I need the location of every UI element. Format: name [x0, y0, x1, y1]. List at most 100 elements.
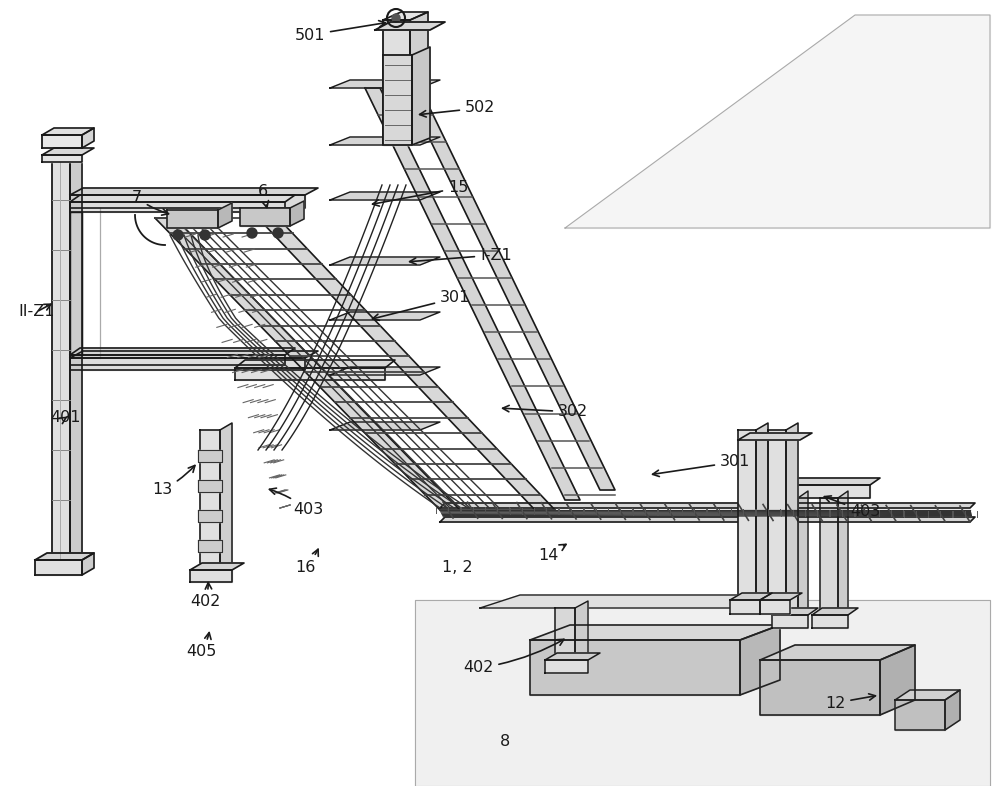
Polygon shape: [42, 148, 94, 155]
Polygon shape: [383, 55, 412, 145]
Polygon shape: [565, 15, 990, 228]
Text: 8: 8: [500, 734, 510, 750]
Polygon shape: [198, 540, 222, 552]
Polygon shape: [167, 210, 218, 228]
Polygon shape: [218, 203, 232, 228]
Circle shape: [247, 228, 257, 238]
Polygon shape: [52, 162, 70, 560]
Polygon shape: [155, 218, 460, 510]
Polygon shape: [42, 128, 94, 135]
Polygon shape: [330, 80, 440, 88]
Text: 14: 14: [538, 545, 566, 563]
Polygon shape: [383, 20, 410, 145]
Polygon shape: [555, 608, 575, 660]
Polygon shape: [70, 358, 305, 370]
Circle shape: [200, 230, 210, 240]
Polygon shape: [365, 88, 580, 500]
Polygon shape: [35, 553, 94, 560]
Text: 16: 16: [295, 549, 318, 575]
Polygon shape: [82, 128, 94, 148]
Text: 12: 12: [825, 694, 875, 711]
Polygon shape: [35, 560, 82, 575]
Text: 301: 301: [653, 454, 750, 476]
Text: 405: 405: [186, 633, 216, 659]
Polygon shape: [235, 368, 385, 380]
Text: 402: 402: [463, 639, 564, 675]
Text: 7: 7: [132, 190, 169, 215]
Polygon shape: [200, 430, 220, 570]
Polygon shape: [330, 192, 440, 200]
Polygon shape: [405, 88, 615, 490]
Polygon shape: [412, 47, 430, 145]
Polygon shape: [760, 600, 790, 614]
Polygon shape: [70, 202, 285, 212]
Polygon shape: [190, 570, 232, 582]
Polygon shape: [190, 563, 244, 570]
Polygon shape: [545, 653, 600, 660]
Polygon shape: [330, 367, 440, 375]
Polygon shape: [895, 700, 945, 730]
Polygon shape: [415, 600, 990, 786]
Polygon shape: [760, 645, 915, 660]
Text: 6: 6: [258, 185, 268, 208]
Polygon shape: [880, 645, 915, 715]
Polygon shape: [42, 155, 82, 162]
Polygon shape: [198, 450, 222, 462]
Polygon shape: [786, 423, 798, 600]
Polygon shape: [730, 593, 772, 600]
Text: 403: 403: [269, 488, 323, 517]
Polygon shape: [70, 195, 295, 202]
Polygon shape: [575, 601, 588, 660]
Polygon shape: [756, 423, 768, 600]
Polygon shape: [812, 615, 848, 628]
Polygon shape: [895, 690, 960, 700]
Polygon shape: [530, 640, 740, 695]
Polygon shape: [768, 430, 786, 600]
Polygon shape: [945, 690, 960, 730]
Text: 401: 401: [50, 410, 80, 425]
Polygon shape: [780, 498, 798, 615]
Polygon shape: [440, 517, 975, 522]
Polygon shape: [740, 485, 870, 498]
Polygon shape: [258, 218, 555, 510]
Polygon shape: [760, 593, 802, 600]
Polygon shape: [290, 201, 304, 226]
Polygon shape: [545, 660, 588, 673]
Polygon shape: [70, 195, 305, 208]
Polygon shape: [70, 355, 285, 365]
Text: 501: 501: [294, 20, 385, 42]
Polygon shape: [198, 510, 222, 522]
Polygon shape: [70, 351, 318, 358]
Polygon shape: [330, 422, 440, 430]
Polygon shape: [240, 208, 290, 226]
Polygon shape: [42, 135, 82, 148]
Text: II-Z1: II-Z1: [18, 304, 54, 319]
Polygon shape: [760, 660, 880, 715]
Polygon shape: [375, 22, 445, 30]
Polygon shape: [70, 188, 318, 195]
Text: 13: 13: [152, 465, 195, 498]
Polygon shape: [330, 137, 440, 145]
Text: 502: 502: [420, 101, 495, 117]
Text: 1, 2: 1, 2: [442, 560, 473, 575]
Polygon shape: [812, 608, 858, 615]
Circle shape: [273, 228, 283, 238]
Polygon shape: [772, 608, 818, 615]
Polygon shape: [738, 433, 812, 440]
Text: 302: 302: [503, 405, 588, 420]
Polygon shape: [235, 360, 395, 368]
Polygon shape: [82, 553, 94, 575]
Polygon shape: [530, 625, 780, 640]
Circle shape: [392, 14, 400, 22]
Polygon shape: [198, 480, 222, 492]
Polygon shape: [798, 491, 808, 615]
Polygon shape: [330, 257, 440, 265]
Polygon shape: [330, 312, 440, 320]
Polygon shape: [740, 478, 880, 485]
Polygon shape: [480, 595, 800, 608]
Polygon shape: [70, 212, 82, 355]
Polygon shape: [383, 12, 428, 20]
Text: 403: 403: [824, 496, 880, 520]
Circle shape: [173, 230, 183, 240]
Polygon shape: [220, 423, 232, 570]
